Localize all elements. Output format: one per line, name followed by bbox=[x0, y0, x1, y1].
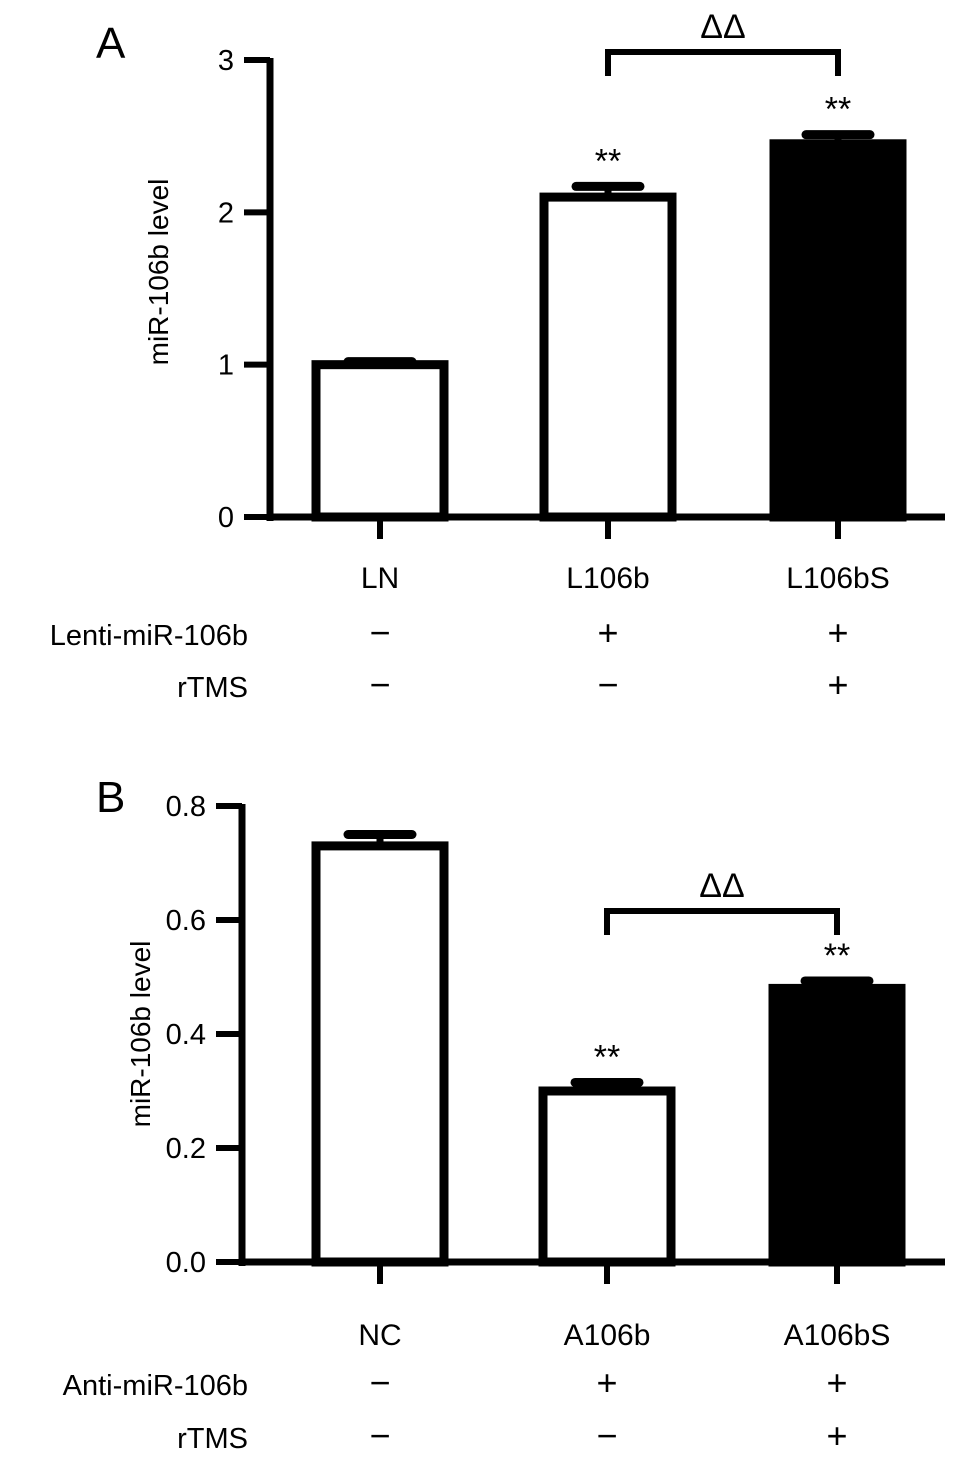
panel-a-condition-sign: + bbox=[827, 664, 848, 705]
panel-b-comparison-bracket bbox=[604, 908, 840, 935]
panel-a-condition-sign: − bbox=[369, 664, 390, 705]
panel-b-condition-sign: + bbox=[826, 1362, 847, 1403]
panel-b-condition-sign: − bbox=[596, 1415, 617, 1456]
panel-b-category-label: NC bbox=[358, 1319, 401, 1352]
panel-a-bar bbox=[539, 192, 677, 522]
panel-a-y-tick-label: 2 bbox=[218, 197, 234, 229]
panel-b-category-label: A106b bbox=[564, 1319, 651, 1352]
panel-a-y-tick-label: 1 bbox=[218, 350, 234, 382]
panel-b-condition-sign: − bbox=[369, 1362, 390, 1403]
panel-b-significance-stars: ** bbox=[594, 1038, 620, 1076]
panel-a-condition-1-label: Lenti-miR-106b bbox=[50, 620, 248, 652]
panel-a-condition-2-label: rTMS bbox=[177, 672, 248, 704]
panel-a-letter: A bbox=[96, 19, 126, 68]
panel-b-letter: B bbox=[96, 773, 125, 822]
panel-b-condition-sign: + bbox=[596, 1362, 617, 1403]
panel-a: A miR-106b level Lenti-miR-106b rTMS 0 1 2… bbox=[50, 8, 945, 705]
panel-b-condition-sign: + bbox=[826, 1415, 847, 1456]
panel-b-y-tick-label: 0.8 bbox=[166, 791, 206, 823]
panel-b-bar bbox=[538, 1086, 676, 1267]
panel-b-condition-2-label: rTMS bbox=[177, 1423, 248, 1455]
panel-b-significance-stars: ** bbox=[824, 937, 850, 975]
panel-a-category-label: LN bbox=[361, 562, 399, 595]
panel-b-bracket-label: ΔΔ bbox=[699, 867, 744, 905]
panel-a-bracket-label: ΔΔ bbox=[700, 8, 745, 46]
panel-a-condition-sign: − bbox=[369, 612, 390, 653]
panel-b-y-tick-label: 0.6 bbox=[166, 905, 206, 937]
panel-a-significance-stars: ** bbox=[595, 142, 621, 180]
panel-a-plot: 0 1 2 3 LN − − L106b ** + − L106bS ** + + ΔΔ bbox=[218, 8, 945, 705]
panel-a-condition-sign: + bbox=[597, 612, 618, 653]
panel-a-category-label: L106bS bbox=[786, 562, 889, 595]
panel-b-bar bbox=[311, 841, 449, 1267]
panel-b-condition-sign: − bbox=[369, 1415, 390, 1456]
panel-b-condition-1-label: Anti-miR-106b bbox=[63, 1370, 248, 1402]
panel-a-bar bbox=[769, 139, 907, 522]
panel-a-comparison-bracket bbox=[605, 49, 841, 76]
panel-a-y-tick-label: 3 bbox=[218, 45, 234, 77]
panel-b-category-label: A106bS bbox=[784, 1319, 891, 1352]
panel-b-y-tick-label: 0.2 bbox=[166, 1133, 206, 1165]
panel-b-y-tick-label: 0.4 bbox=[166, 1019, 206, 1051]
panel-a-significance-stars: ** bbox=[825, 91, 851, 129]
panel-b-y-tick-label: 0.0 bbox=[166, 1247, 206, 1279]
panel-a-condition-sign: + bbox=[827, 612, 848, 653]
panel-a-condition-sign: − bbox=[597, 664, 618, 705]
panel-a-category-label: L106b bbox=[566, 562, 649, 595]
panel-a-y-tick-label: 0 bbox=[218, 502, 234, 534]
panel-b-bar bbox=[768, 983, 906, 1267]
panel-b-y-axis-label: miR-106b level bbox=[125, 941, 156, 1128]
panel-a-y-axis-label: miR-106b level bbox=[143, 179, 174, 366]
panel-b-plot: 0.0 0.2 0.4 0.6 0.8 NC − − A106b ** + − A106bS ** + + ΔΔ bbox=[166, 791, 945, 1456]
panel-b: B miR-106b level Anti-miR-106b rTMS 0.00… bbox=[63, 773, 945, 1456]
panel-a-bar bbox=[311, 360, 449, 522]
